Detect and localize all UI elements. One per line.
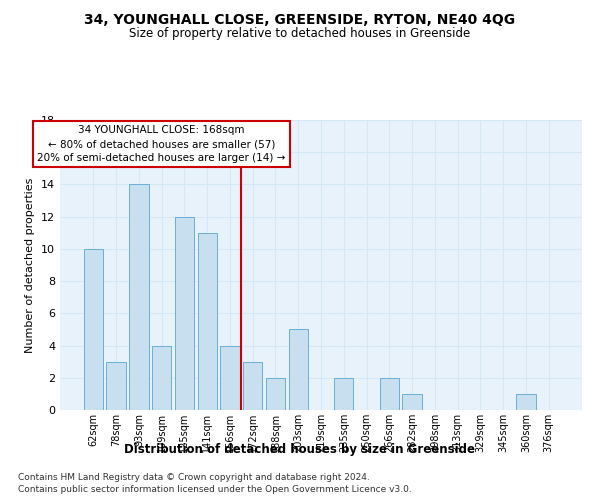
Bar <box>266 378 285 410</box>
Bar <box>334 378 353 410</box>
Text: Distribution of detached houses by size in Greenside: Distribution of detached houses by size … <box>125 442 476 456</box>
Text: 34, YOUNGHALL CLOSE, GREENSIDE, RYTON, NE40 4QG: 34, YOUNGHALL CLOSE, GREENSIDE, RYTON, N… <box>85 12 515 26</box>
Bar <box>220 346 239 410</box>
Y-axis label: Number of detached properties: Number of detached properties <box>25 178 35 352</box>
Bar <box>84 249 103 410</box>
Bar <box>289 330 308 410</box>
Text: Size of property relative to detached houses in Greenside: Size of property relative to detached ho… <box>130 28 470 40</box>
Bar <box>243 362 262 410</box>
Bar <box>403 394 422 410</box>
Bar <box>516 394 536 410</box>
Text: Contains HM Land Registry data © Crown copyright and database right 2024.: Contains HM Land Registry data © Crown c… <box>18 472 370 482</box>
Bar <box>129 184 149 410</box>
Bar <box>106 362 126 410</box>
Bar <box>175 216 194 410</box>
Bar <box>380 378 399 410</box>
Bar <box>197 233 217 410</box>
Text: Contains public sector information licensed under the Open Government Licence v3: Contains public sector information licen… <box>18 485 412 494</box>
Bar <box>152 346 172 410</box>
Text: 34 YOUNGHALL CLOSE: 168sqm
← 80% of detached houses are smaller (57)
20% of semi: 34 YOUNGHALL CLOSE: 168sqm ← 80% of deta… <box>37 125 286 163</box>
